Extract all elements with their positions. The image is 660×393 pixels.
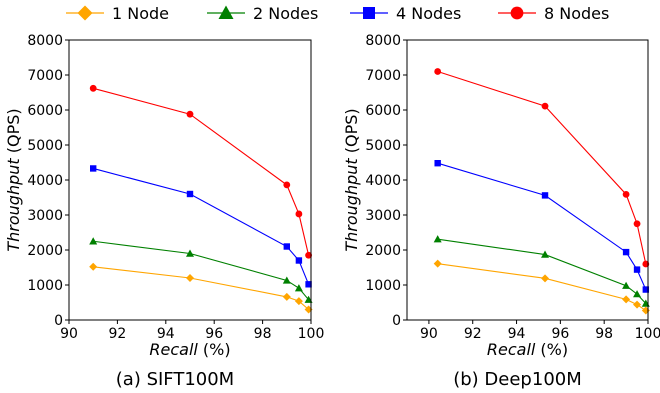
data-point xyxy=(541,274,549,282)
data-point xyxy=(89,263,97,271)
data-point xyxy=(89,237,97,244)
data-point xyxy=(284,243,290,249)
data-point xyxy=(642,307,650,315)
data-point xyxy=(434,260,442,268)
y-tick-label: 6000 xyxy=(27,103,63,119)
data-point xyxy=(622,282,630,289)
data-point xyxy=(634,220,641,227)
legend-marker-diamond xyxy=(78,6,93,21)
data-point xyxy=(434,68,441,75)
legend-marker-square xyxy=(363,7,375,19)
data-point xyxy=(186,274,194,282)
data-point xyxy=(296,257,302,263)
x-tick-label: 90 xyxy=(60,326,78,342)
series-line xyxy=(93,267,308,310)
y-tick-label: 8000 xyxy=(365,33,401,49)
data-point xyxy=(633,290,641,297)
y-tick-label: 2000 xyxy=(365,243,401,259)
series-line xyxy=(93,168,308,284)
y-tick-label: 8000 xyxy=(27,33,63,49)
series-line xyxy=(93,88,308,255)
y-axis-label: Throughput (QPS) xyxy=(342,108,361,251)
y-tick-label: 1000 xyxy=(27,278,63,294)
legend-label: 8 Nodes xyxy=(544,4,609,23)
data-point xyxy=(634,266,640,272)
y-tick-label: 5000 xyxy=(27,138,63,154)
y-tick-label: 4000 xyxy=(27,173,63,189)
y-tick-label: 2000 xyxy=(27,243,63,259)
data-point xyxy=(283,182,290,189)
x-tick-label: 100 xyxy=(298,326,325,342)
legend-marker-triangle xyxy=(219,6,234,20)
data-point xyxy=(542,192,548,198)
y-tick-label: 3000 xyxy=(27,208,63,224)
series-line xyxy=(438,264,646,311)
x-tick-label: 98 xyxy=(254,326,272,342)
data-point xyxy=(296,211,303,218)
data-point xyxy=(623,191,630,198)
panel-caption: (a) SIFT100M xyxy=(116,369,234,390)
x-axis-label: Recall (%) xyxy=(149,340,230,359)
y-tick-label: 6000 xyxy=(365,103,401,119)
y-tick-label: 1000 xyxy=(365,278,401,294)
panel-caption: (b) Deep100M xyxy=(453,369,582,390)
y-axis-label: Throughput (QPS) xyxy=(4,108,23,251)
x-tick-label: 92 xyxy=(108,326,126,342)
x-tick-label: 98 xyxy=(595,326,613,342)
data-point xyxy=(90,85,97,92)
data-point xyxy=(434,160,440,166)
legend-marker-circle xyxy=(511,7,524,20)
y-tick-label: 5000 xyxy=(365,138,401,154)
legend-label: 1 Node xyxy=(112,4,169,23)
data-point xyxy=(90,165,96,171)
x-tick-label: 90 xyxy=(420,326,438,342)
series-line xyxy=(438,239,646,303)
legend: 1 Node 2 Nodes 4 Nodes 8 Nodes xyxy=(66,4,609,23)
data-point xyxy=(283,293,291,301)
x-tick-label: 100 xyxy=(635,326,660,342)
legend-label: 4 Nodes xyxy=(396,4,461,23)
data-point xyxy=(187,111,194,118)
data-point xyxy=(622,295,630,303)
y-tick-label: 0 xyxy=(392,313,401,329)
y-tick-label: 7000 xyxy=(365,68,401,84)
y-tick-label: 3000 xyxy=(365,208,401,224)
data-point xyxy=(542,103,549,110)
data-point xyxy=(295,284,303,291)
y-tick-label: 7000 xyxy=(27,68,63,84)
x-axis-label: Recall (%) xyxy=(487,340,568,359)
series-line xyxy=(438,72,646,265)
data-point xyxy=(633,301,641,309)
plot-frame xyxy=(407,40,648,320)
data-point xyxy=(434,235,442,242)
data-point xyxy=(187,191,193,197)
data-point xyxy=(623,249,629,255)
y-tick-label: 4000 xyxy=(365,173,401,189)
legend-label: 2 Nodes xyxy=(253,4,318,23)
x-tick-label: 92 xyxy=(464,326,482,342)
